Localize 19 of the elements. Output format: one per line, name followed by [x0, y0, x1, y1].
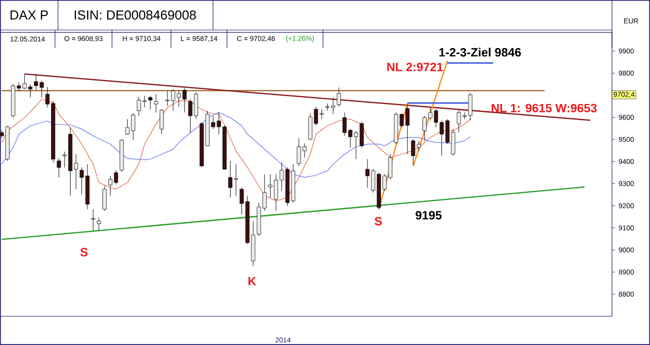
annotation: NL 1: 9615 W:9653 — [492, 104, 597, 112]
annotation: 1-2-3-Ziel 9846 — [439, 48, 521, 57]
candlestick — [154, 94, 158, 113]
candlestick — [336, 87, 341, 107]
candlestick — [91, 209, 96, 232]
candlestick — [56, 158, 61, 178]
candlestick — [96, 217, 101, 232]
chart-subtitle: ISIN: DE0008469008 — [74, 10, 196, 20]
candlestick — [468, 92, 472, 120]
annotation: S — [374, 216, 382, 226]
annotation: K — [248, 276, 256, 286]
chart-title: DAX P — [10, 10, 48, 20]
candlestick — [148, 95, 152, 110]
line-series — [1, 112, 471, 178]
annotation: S — [80, 248, 88, 256]
candlestick — [160, 108, 164, 134]
candlestick — [102, 186, 107, 212]
annotation: 9195 — [416, 211, 442, 220]
annotation: NL 2:9721 — [387, 62, 443, 72]
